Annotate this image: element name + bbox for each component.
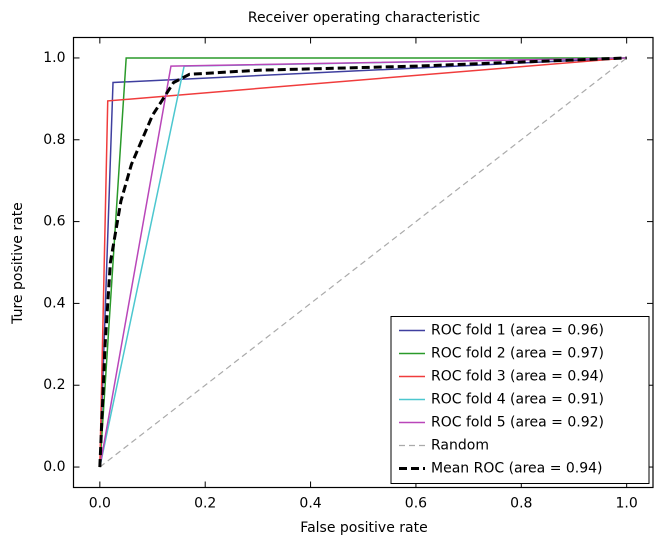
x-tick-label: 0.6 xyxy=(405,496,427,512)
y-tick-label: 0.6 xyxy=(43,214,65,230)
legend-label: ROC fold 1 (area = 0.96) xyxy=(431,323,604,339)
chart-title: Receiver operating characteristic xyxy=(248,10,480,26)
x-tick-label: 1.0 xyxy=(616,496,638,512)
legend-label: ROC fold 4 (area = 0.91) xyxy=(431,392,604,408)
legend-label: Random xyxy=(431,438,489,454)
x-tick-label: 0.4 xyxy=(299,496,321,512)
roc-line xyxy=(99,57,627,468)
roc-line xyxy=(99,57,627,468)
plot-frame xyxy=(72,36,654,489)
y-tick-label: 0.4 xyxy=(43,295,65,311)
x-tick-label: 0.2 xyxy=(194,496,216,512)
y-tick-label: 0.8 xyxy=(43,132,65,148)
roc-line xyxy=(99,57,628,468)
legend-label: ROC fold 3 (area = 0.94) xyxy=(431,369,604,385)
legend-box xyxy=(390,316,650,484)
y-tick-label: 0.2 xyxy=(43,377,65,393)
legend-label: ROC fold 2 (area = 0.97) xyxy=(431,346,604,362)
x-tick-label: 0.8 xyxy=(510,496,532,512)
roc-line xyxy=(99,57,627,468)
y-axis-label: Ture positive rate xyxy=(10,202,26,325)
roc-line xyxy=(99,57,627,468)
y-tick-label: 1.0 xyxy=(43,50,65,66)
y-tick-label: 0.0 xyxy=(43,459,65,475)
x-tick-label: 0.0 xyxy=(89,496,111,512)
legend-label: Mean ROC (area = 0.94) xyxy=(431,461,603,477)
legend-label: ROC fold 5 (area = 0.92) xyxy=(431,415,604,431)
x-axis-label: False positive rate xyxy=(300,520,427,536)
